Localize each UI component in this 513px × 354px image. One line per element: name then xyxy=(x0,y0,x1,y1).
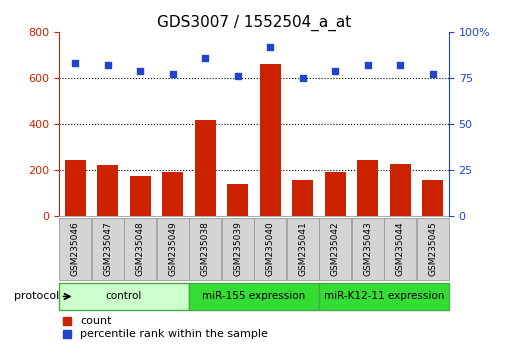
Bar xyxy=(417,218,448,280)
Text: GSM235043: GSM235043 xyxy=(363,221,372,276)
Bar xyxy=(60,218,91,280)
Text: GSM235049: GSM235049 xyxy=(168,221,177,276)
Point xyxy=(71,60,80,66)
Point xyxy=(136,68,144,73)
Bar xyxy=(130,176,151,216)
Text: percentile rank within the sample: percentile rank within the sample xyxy=(81,329,268,339)
Bar xyxy=(325,172,346,216)
Point xyxy=(299,75,307,81)
Bar xyxy=(227,184,248,216)
Text: count: count xyxy=(81,316,112,326)
Bar xyxy=(357,160,378,216)
Bar xyxy=(189,218,221,280)
Text: GSM235048: GSM235048 xyxy=(136,221,145,276)
Bar xyxy=(319,282,448,310)
Bar xyxy=(60,282,189,310)
Bar xyxy=(189,282,319,310)
Bar xyxy=(254,218,286,280)
Bar xyxy=(222,218,253,280)
Bar xyxy=(97,165,119,216)
Text: GSM235045: GSM235045 xyxy=(428,221,437,276)
Point xyxy=(428,72,437,77)
Point xyxy=(331,68,339,73)
Bar xyxy=(92,218,124,280)
Point xyxy=(104,62,112,68)
Bar xyxy=(157,218,189,280)
Point xyxy=(201,55,209,61)
Bar xyxy=(260,64,281,216)
Bar xyxy=(162,172,183,216)
Point xyxy=(233,73,242,79)
Bar xyxy=(65,160,86,216)
Bar xyxy=(352,218,384,280)
Bar xyxy=(194,120,216,216)
Text: GSM235038: GSM235038 xyxy=(201,221,210,276)
Bar xyxy=(384,218,416,280)
Text: miR-155 expression: miR-155 expression xyxy=(202,291,306,302)
Point xyxy=(396,62,404,68)
Text: protocol: protocol xyxy=(14,291,60,302)
Text: GSM235039: GSM235039 xyxy=(233,221,242,276)
Point xyxy=(266,44,274,50)
Text: miR-K12-11 expression: miR-K12-11 expression xyxy=(324,291,444,302)
Text: GSM235040: GSM235040 xyxy=(266,221,274,276)
Text: GSM235046: GSM235046 xyxy=(71,221,80,276)
Point xyxy=(169,72,177,77)
Text: control: control xyxy=(106,291,142,302)
Bar xyxy=(124,218,156,280)
Text: GSM235041: GSM235041 xyxy=(298,221,307,276)
Bar xyxy=(287,218,319,280)
Title: GDS3007 / 1552504_a_at: GDS3007 / 1552504_a_at xyxy=(157,14,351,30)
Bar xyxy=(422,180,443,216)
Bar xyxy=(292,180,313,216)
Text: GSM235042: GSM235042 xyxy=(331,221,340,276)
Point xyxy=(364,62,372,68)
Bar xyxy=(319,218,351,280)
Bar xyxy=(389,164,411,216)
Text: GSM235044: GSM235044 xyxy=(396,221,405,276)
Text: GSM235047: GSM235047 xyxy=(103,221,112,276)
